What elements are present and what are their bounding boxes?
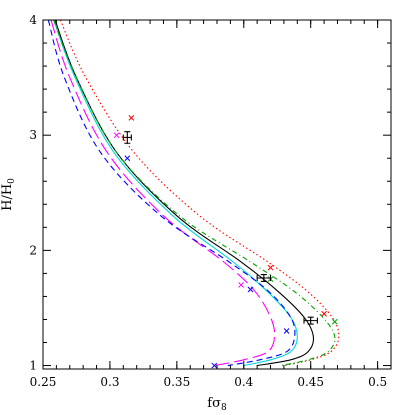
x-axis-label-sub: 8 bbox=[221, 403, 227, 413]
y-axis-label-sub: 0 bbox=[7, 178, 17, 184]
error-bar-point bbox=[303, 316, 318, 325]
error-bar-point bbox=[122, 131, 132, 144]
series-line-4 bbox=[53, 20, 336, 367]
cross-marker bbox=[331, 318, 338, 325]
x-tick-label: 0.45 bbox=[297, 375, 324, 389]
cross-marker bbox=[238, 282, 244, 288]
cross-marker bbox=[267, 264, 274, 271]
x-tick-label: 0.5 bbox=[368, 375, 387, 389]
plot-frame bbox=[42, 19, 392, 370]
y-axis-label: H/H0 bbox=[0, 178, 17, 211]
cross-marker bbox=[128, 115, 135, 121]
x-tick-label: 0.4 bbox=[234, 375, 253, 389]
series-line-1 bbox=[54, 20, 315, 367]
series-line-2 bbox=[53, 20, 298, 367]
cross-marker bbox=[247, 286, 254, 293]
y-tick-label: 4 bbox=[29, 13, 37, 27]
y-tick-label: 2 bbox=[29, 243, 37, 257]
cross-marker bbox=[283, 328, 290, 334]
series-line-3 bbox=[59, 20, 340, 367]
y-tick-label: 1 bbox=[29, 359, 37, 373]
cross-marker bbox=[211, 362, 218, 369]
y-axis-label-main: H/H bbox=[0, 184, 15, 211]
cross-marker bbox=[113, 132, 120, 139]
series-line-5 bbox=[50, 20, 276, 367]
error-bar-point bbox=[256, 274, 272, 283]
cross-marker bbox=[124, 155, 131, 162]
marker-layer bbox=[113, 115, 338, 369]
cross-marker bbox=[321, 310, 327, 317]
series-layer bbox=[47, 20, 340, 367]
axis-layer: 0.25 0.3 0.35 0.4 0.45 0.5 1 2 3 4 bbox=[29, 13, 391, 389]
x-tick-label: 0.3 bbox=[100, 375, 119, 389]
x-tick-label: 0.35 bbox=[163, 375, 190, 389]
x-tick-label: 0.25 bbox=[30, 375, 57, 389]
x-axis-label: fσ8 bbox=[207, 396, 227, 413]
y-tick-label: 3 bbox=[29, 128, 37, 142]
series-line-6 bbox=[47, 20, 296, 367]
x-axis-label-main: fσ bbox=[207, 396, 221, 411]
